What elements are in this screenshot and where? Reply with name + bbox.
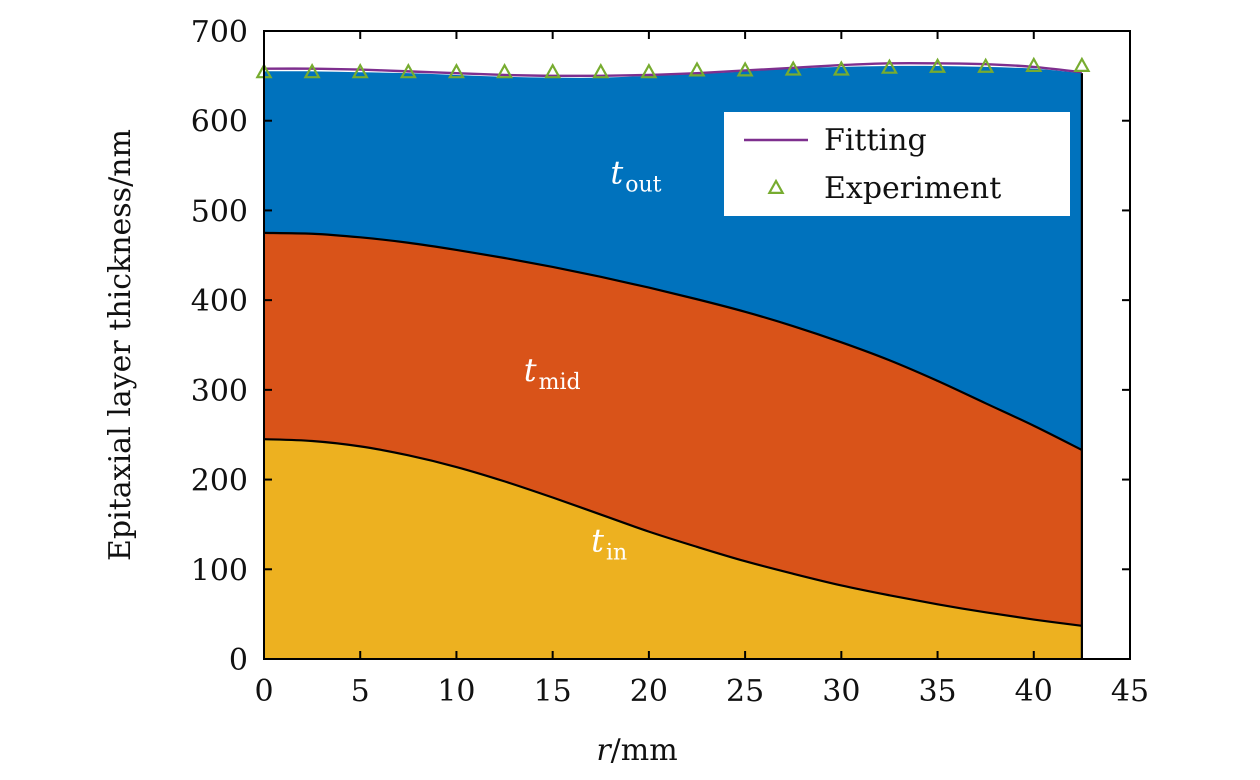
boundary-t-in xyxy=(263,438,1083,627)
legend-box xyxy=(724,112,1070,216)
experiment-marker xyxy=(929,57,947,73)
legend: Fitting Experiment xyxy=(724,112,1070,216)
axis-ticks: 0 5 10 15 20 25 30 35 40 45 0 100 200 300 400 500 600 700 xyxy=(191,15,1149,709)
plot-frame xyxy=(263,30,1131,660)
legend-label-fitting: Fitting xyxy=(824,123,927,158)
region-label-t-mid: tmid xyxy=(524,351,581,395)
y-tick-label: 400 xyxy=(191,284,248,319)
experiment-marker xyxy=(351,63,369,79)
region-label-main: t xyxy=(524,351,537,389)
x-tick-label: 5 xyxy=(351,674,370,709)
y-tick-label: 600 xyxy=(191,105,248,140)
x-tick-label: 35 xyxy=(918,674,956,709)
experiment-marker xyxy=(977,57,995,73)
experiment-marker xyxy=(1025,56,1043,72)
experiment-marker xyxy=(303,63,321,79)
y-axis-title: Epitaxial layer thickness/nm xyxy=(103,129,138,561)
experiment-marker xyxy=(640,63,658,79)
x-tick-label: 0 xyxy=(254,674,273,709)
experiment-marker xyxy=(784,60,802,76)
y-tick-label: 100 xyxy=(191,553,248,588)
experiment-marker xyxy=(496,63,514,79)
experiment-marker xyxy=(880,58,898,74)
region-label-t-out: tout xyxy=(610,154,661,198)
x-tick-label: 20 xyxy=(630,674,668,709)
data-series xyxy=(255,56,1091,79)
y-tick-label: 0 xyxy=(229,643,248,678)
y-tick-label: 700 xyxy=(191,15,248,50)
y-tick-label: 200 xyxy=(191,464,248,499)
area-t-in xyxy=(264,439,1082,659)
experiment-marker xyxy=(544,63,562,79)
region-label-subscript: in xyxy=(606,540,627,565)
x-tick-label: 45 xyxy=(1111,674,1149,709)
experiment-marker xyxy=(592,63,610,79)
x-tick-label: 10 xyxy=(437,674,475,709)
region-label-subscript: out xyxy=(625,173,661,198)
region-label-main: t xyxy=(591,521,604,559)
experiment-marker xyxy=(688,61,706,77)
experiment-marker xyxy=(447,63,465,79)
y-tick-label: 300 xyxy=(191,374,248,409)
x-tick-label: 15 xyxy=(534,674,572,709)
layer-boundaries xyxy=(263,73,1083,659)
experiment-marker xyxy=(832,60,850,76)
experiment-marker xyxy=(399,63,417,79)
x-axis-variable: r xyxy=(596,733,612,768)
x-tick-label: 30 xyxy=(822,674,860,709)
x-axis-unit: /mm xyxy=(611,733,678,768)
boundary-t-mid xyxy=(263,231,1083,451)
x-tick-label: 25 xyxy=(726,674,764,709)
legend-label-experiment: Experiment xyxy=(824,171,1001,206)
region-label-subscript: mid xyxy=(539,370,581,395)
y-tick-label: 500 xyxy=(191,194,248,229)
experiment-marker xyxy=(1073,56,1091,72)
region-label-t-in: tin xyxy=(591,521,627,565)
legend-experiment-swatch xyxy=(767,178,785,194)
experiment-marker xyxy=(736,61,754,77)
x-tick-label: 40 xyxy=(1015,674,1053,709)
x-axis-title: r/mm xyxy=(596,733,677,768)
region-label-main: t xyxy=(610,154,623,192)
